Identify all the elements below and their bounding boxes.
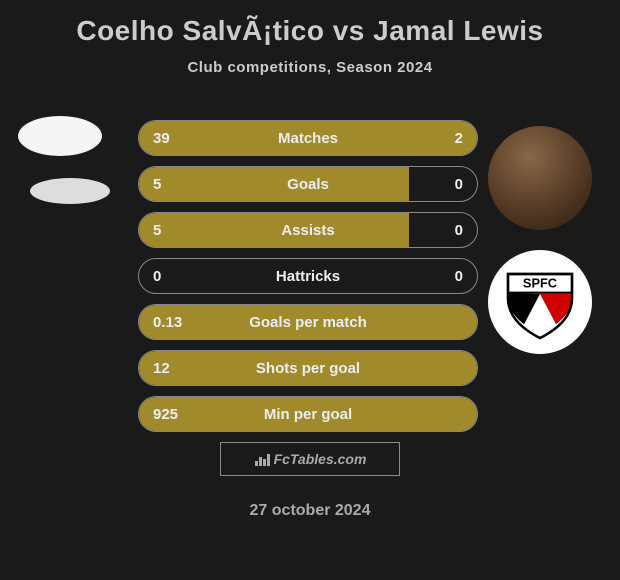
stat-right-value: 0 <box>455 222 463 239</box>
stat-left-value: 925 <box>153 406 178 423</box>
stat-left-value: 12 <box>153 360 170 377</box>
club-right-badge: SPFC <box>488 250 592 354</box>
stat-left-value: 5 <box>153 176 161 193</box>
stat-left-value: 0 <box>153 268 161 285</box>
stats-container: 39 Matches 2 5 Goals 0 5 Assists 0 0 Hattricks 0 0.1… <box>138 120 478 442</box>
stat-row: 925 Min per goal <box>138 396 478 432</box>
footer-brand: FcTables.com <box>254 451 367 467</box>
stat-row: 12 Shots per goal <box>138 350 478 386</box>
stat-label: Assists <box>281 222 334 239</box>
footer-date: 27 october 2024 <box>250 502 371 520</box>
stat-right-value: 2 <box>455 130 463 147</box>
stat-fill-left <box>139 167 409 201</box>
stat-left-value: 5 <box>153 222 161 239</box>
stat-label: Min per goal <box>264 406 352 423</box>
stat-right-value: 0 <box>455 176 463 193</box>
player-right-avatar <box>488 126 592 230</box>
footer-brand-box: FcTables.com <box>220 442 400 476</box>
stat-label: Goals <box>287 176 329 193</box>
stat-left-value: 0.13 <box>153 314 182 331</box>
player-left-avatar <box>18 116 102 156</box>
stat-row: 5 Assists 0 <box>138 212 478 248</box>
stat-label: Hattricks <box>276 268 340 285</box>
stat-fill-left <box>139 213 409 247</box>
badge-text: SPFC <box>523 276 557 291</box>
stat-row: 0 Hattricks 0 <box>138 258 478 294</box>
stat-label: Matches <box>278 130 338 147</box>
stat-fill-right <box>409 121 477 155</box>
bars-icon <box>254 451 270 467</box>
page-subtitle: Club competitions, Season 2024 <box>0 59 620 76</box>
stat-label: Goals per match <box>249 314 367 331</box>
stat-row: 5 Goals 0 <box>138 166 478 202</box>
stat-fill-left <box>139 121 409 155</box>
stat-right-value: 0 <box>455 268 463 285</box>
stat-label: Shots per goal <box>256 360 360 377</box>
page-title: Coelho SalvÃ¡tico vs Jamal Lewis <box>0 0 620 47</box>
stat-row: 0.13 Goals per match <box>138 304 478 340</box>
stat-left-value: 39 <box>153 130 170 147</box>
spfc-shield-icon: SPFC <box>500 262 580 342</box>
footer-brand-text: FcTables.com <box>274 451 367 467</box>
club-left-badge <box>30 178 110 204</box>
stat-row: 39 Matches 2 <box>138 120 478 156</box>
